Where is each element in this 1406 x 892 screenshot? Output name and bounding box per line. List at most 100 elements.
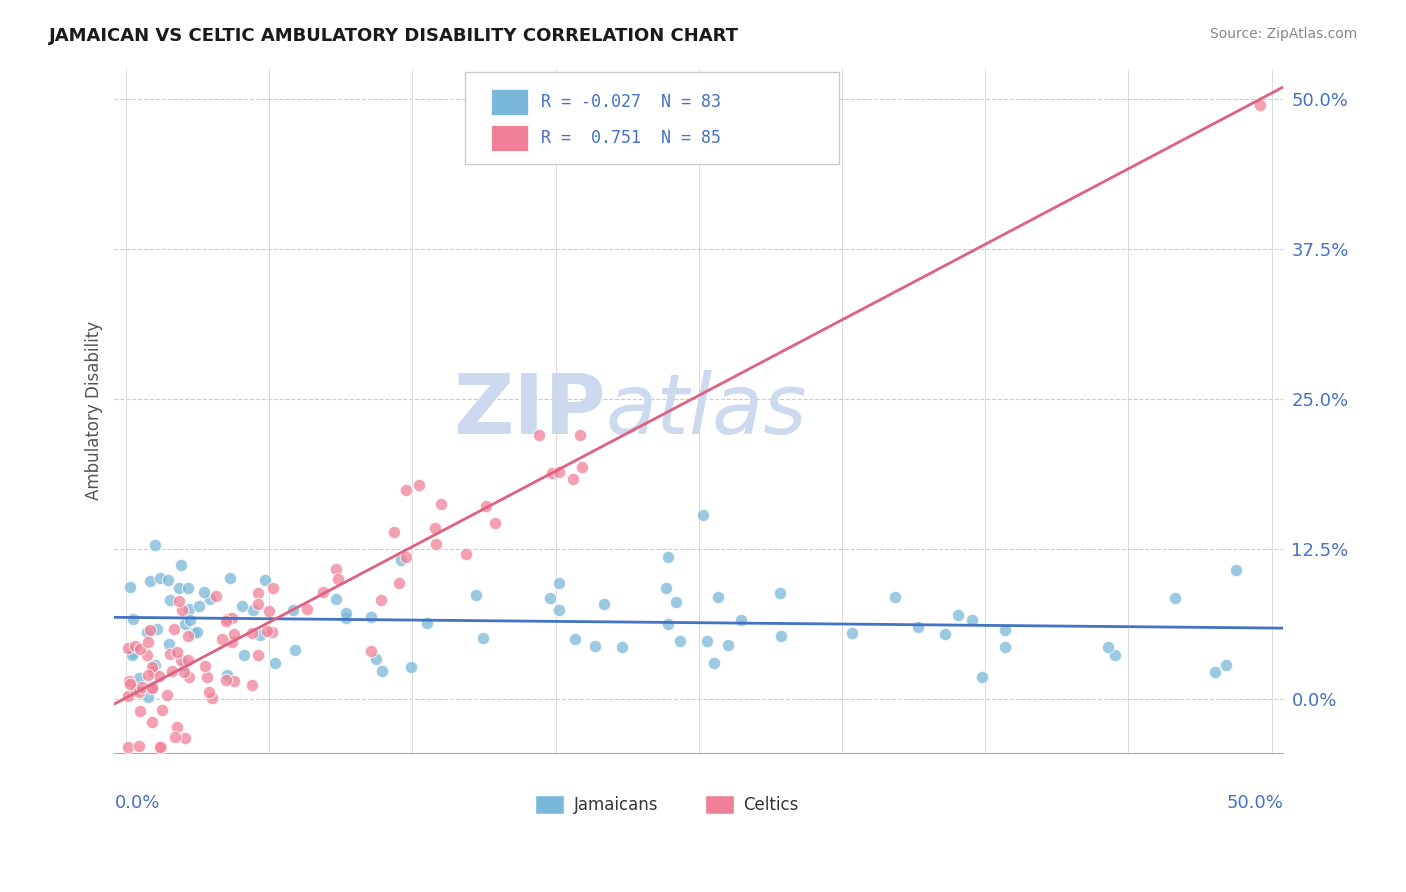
Point <box>204 589 226 603</box>
Point <box>716 638 738 652</box>
Point <box>335 606 357 620</box>
Point <box>994 640 1017 654</box>
Point <box>655 581 678 595</box>
Point <box>657 550 679 565</box>
Point <box>1204 665 1226 680</box>
Point <box>408 477 430 491</box>
Point <box>281 603 304 617</box>
Point <box>389 553 412 567</box>
Point <box>231 599 253 614</box>
Point <box>141 714 163 729</box>
Point <box>136 635 159 649</box>
Point <box>548 575 571 590</box>
Point <box>568 427 591 442</box>
Point <box>669 633 692 648</box>
Point <box>325 562 347 576</box>
Point <box>399 660 422 674</box>
Point <box>264 656 287 670</box>
Point <box>240 677 263 691</box>
Point <box>198 591 221 606</box>
Point <box>215 614 238 628</box>
Point <box>219 571 242 585</box>
Point <box>471 631 494 645</box>
Point <box>696 634 718 648</box>
Point <box>972 670 994 684</box>
Point <box>370 593 392 607</box>
Point <box>117 689 139 703</box>
Point <box>221 634 243 648</box>
Point <box>122 646 145 660</box>
Text: ZIP: ZIP <box>453 370 605 451</box>
Point <box>883 591 905 605</box>
Point <box>583 639 606 653</box>
Point <box>159 647 181 661</box>
Point <box>157 637 180 651</box>
Point <box>128 685 150 699</box>
Point <box>124 639 146 653</box>
Point <box>131 680 153 694</box>
Point <box>247 586 270 600</box>
Point <box>262 625 284 640</box>
Point <box>259 604 281 618</box>
Text: R =  0.751  N = 85: R = 0.751 N = 85 <box>541 128 721 146</box>
Point <box>295 602 318 616</box>
Bar <box>704 795 734 814</box>
Point <box>166 645 188 659</box>
Point <box>395 483 418 497</box>
Text: Source: ZipAtlas.com: Source: ZipAtlas.com <box>1209 27 1357 41</box>
Point <box>121 648 143 662</box>
Point <box>177 653 200 667</box>
Point <box>547 465 569 479</box>
Point <box>183 626 205 640</box>
Text: atlas: atlas <box>605 370 807 451</box>
Point <box>246 597 269 611</box>
Point <box>169 594 191 608</box>
Point <box>593 597 616 611</box>
Point <box>769 586 792 600</box>
Point <box>284 642 307 657</box>
Point <box>707 590 730 604</box>
Point <box>165 730 187 744</box>
Point <box>224 627 246 641</box>
Point <box>657 617 679 632</box>
Point <box>167 581 190 595</box>
Point <box>564 632 586 646</box>
Point <box>232 648 254 663</box>
Point <box>335 611 357 625</box>
Point <box>211 632 233 646</box>
Point <box>547 603 569 617</box>
Point <box>141 680 163 694</box>
Point <box>173 665 195 679</box>
Point <box>141 681 163 695</box>
Point <box>960 613 983 627</box>
Point <box>124 682 146 697</box>
Point <box>141 659 163 673</box>
Point <box>948 608 970 623</box>
Point <box>326 572 349 586</box>
Point <box>253 573 276 587</box>
Point <box>907 620 929 634</box>
Text: 0.0%: 0.0% <box>114 794 160 812</box>
Point <box>121 612 143 626</box>
Point <box>395 550 418 565</box>
Point <box>240 626 263 640</box>
Point <box>170 558 193 573</box>
Point <box>120 676 142 690</box>
Point <box>193 585 215 599</box>
Point <box>217 667 239 681</box>
Point <box>177 629 200 643</box>
Point <box>370 664 392 678</box>
Point <box>1164 591 1187 606</box>
Point <box>540 466 562 480</box>
Point <box>120 580 142 594</box>
Point <box>177 581 200 595</box>
Point <box>170 603 193 617</box>
Point <box>325 591 347 606</box>
Point <box>136 648 159 662</box>
Point <box>174 616 197 631</box>
Point <box>163 622 186 636</box>
Point <box>201 691 224 706</box>
Point <box>170 653 193 667</box>
Point <box>145 657 167 672</box>
Point <box>571 460 593 475</box>
